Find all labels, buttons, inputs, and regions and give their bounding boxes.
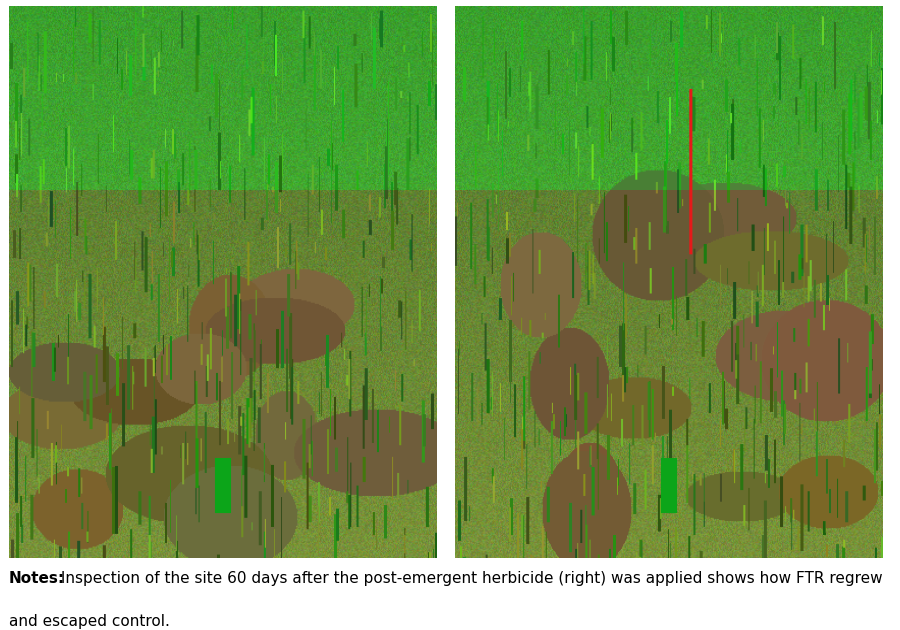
Text: Inspection of the site 60 days after the post-emergent herbicide (right) was app: Inspection of the site 60 days after the…: [56, 571, 882, 586]
Text: and escaped control.: and escaped control.: [9, 614, 170, 629]
Text: Notes:: Notes:: [9, 571, 65, 586]
